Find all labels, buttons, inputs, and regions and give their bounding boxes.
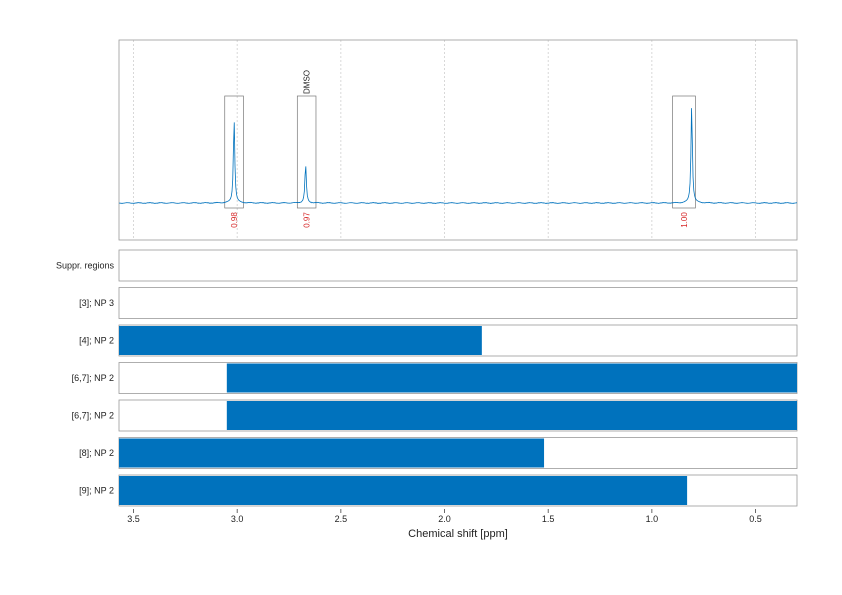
coverage-bar [119, 326, 482, 355]
row-label: [6,7]; NP 2 [72, 373, 114, 383]
coverage-bar [119, 438, 545, 468]
integral-value: 1.00 [680, 212, 689, 228]
row-label: [4]; NP 2 [79, 336, 114, 346]
row-frame [118, 249, 798, 282]
x-tick-label: 1.0 [646, 514, 659, 524]
integral-value: 0.97 [303, 212, 312, 228]
coverage-bar [119, 476, 688, 505]
integral-box [224, 95, 244, 209]
integral-box [296, 95, 317, 209]
spectrum-panel [118, 39, 798, 241]
peak-annotation: DMSO [303, 70, 312, 94]
coverage-bar [226, 363, 797, 393]
row-frame [118, 287, 798, 319]
coverage-bar [226, 401, 797, 430]
x-tick-label: 3.5 [127, 514, 140, 524]
grid-lines [133, 40, 756, 240]
row-label: Suppr. regions [56, 261, 115, 271]
coverage-rows: Suppr. regions [3]; NP 3 [4]; NP 2 [6,7]; N… [56, 249, 798, 507]
row-label: [6,7]; NP 2 [72, 411, 114, 421]
integral-regions: 0.98 0.97 DMSO 1.00 [224, 70, 696, 228]
x-axis: 3.5 3.0 2.5 2.0 1.5 1.0 0.5 [127, 509, 762, 524]
spectrum-line [118, 108, 798, 204]
x-tick-label: 3.0 [231, 514, 244, 524]
x-tick-label: 2.0 [438, 514, 451, 524]
row-label: [9]; NP 2 [79, 486, 114, 496]
x-tick-label: 1.5 [542, 514, 555, 524]
row-label: [8]; NP 2 [79, 448, 114, 458]
x-axis-label: Chemical shift [ppm] [408, 528, 508, 540]
integral-value: 0.98 [230, 212, 239, 228]
x-tick-label: 0.5 [749, 514, 762, 524]
row-label: [3]; NP 3 [79, 298, 114, 308]
integral-box [672, 95, 696, 209]
x-tick-label: 2.5 [335, 514, 348, 524]
